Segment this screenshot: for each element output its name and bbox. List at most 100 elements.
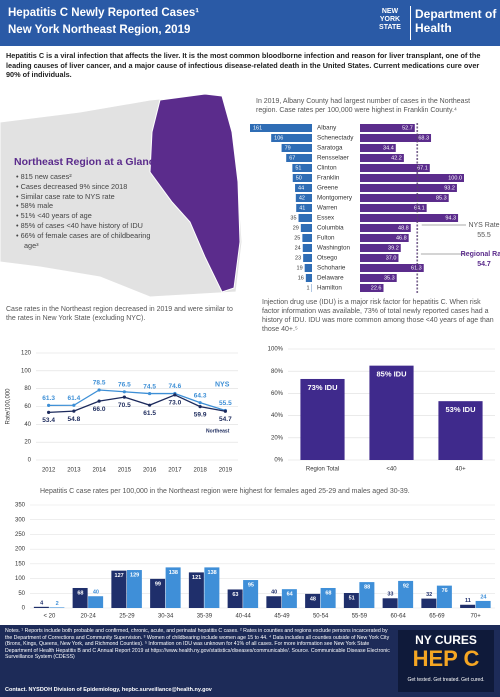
idu-chart: 0% 20% 40% 60% 80% 100% 73% IDU Region Total 85%… — [268, 347, 495, 473]
bar — [421, 598, 437, 608]
logo-state: NEW YORK STATE — [379, 8, 401, 31]
x-tick-label: < 20 — [43, 614, 56, 620]
reference-label: NYS Rate — [468, 222, 499, 229]
county-name: Albany — [317, 125, 337, 132]
cures-logo — [398, 630, 494, 692]
county-name: Columbia — [317, 225, 344, 232]
county-name: Greene — [317, 185, 339, 192]
county-name: Montgomery — [317, 195, 353, 202]
rate-label: 94.3 — [445, 215, 456, 221]
y-tick-label: 80 — [24, 386, 31, 392]
value-label: 85% IDU — [376, 370, 406, 379]
county-name: Delaware — [317, 275, 344, 282]
value-label: 74.6 — [169, 383, 182, 390]
bar — [204, 567, 220, 608]
reference-value: 54.7 — [477, 261, 491, 268]
county-chart: 161 Albany 52.7 106 Schenectady 68.3 79 Saratog… — [250, 123, 500, 293]
value-label: 66.0 — [93, 406, 106, 413]
county-name: Rensselaer — [317, 155, 349, 162]
bar — [72, 587, 88, 608]
count-label: 41 — [299, 205, 305, 211]
rate-bar — [360, 234, 409, 242]
bar — [305, 593, 321, 608]
y-tick-label: 60 — [24, 404, 31, 410]
value-label: 55.5 — [219, 400, 232, 407]
bar — [266, 596, 282, 608]
point — [122, 390, 126, 394]
logo-dept: Department of Health — [415, 7, 497, 35]
glance-item: • 51% <40 years of age — [16, 211, 92, 221]
x-tick-label: 2013 — [67, 468, 81, 474]
value-label: 88 — [364, 585, 370, 591]
rate-label: 48.8 — [398, 225, 409, 231]
count-bar — [250, 124, 312, 132]
bar — [382, 598, 398, 608]
value-label: 73% IDU — [307, 383, 337, 392]
count-label: 79 — [285, 145, 291, 151]
rate-bar — [360, 254, 399, 262]
count-label: 44 — [298, 185, 304, 191]
count-bar — [286, 154, 312, 162]
county-name: Hamilton — [317, 285, 342, 292]
rate-label: 52.7 — [402, 125, 413, 131]
x-tick-label: 2018 — [193, 468, 207, 474]
value-label: 64 — [287, 592, 294, 598]
y-tick-label: 300 — [15, 517, 26, 523]
y-tick-label: 120 — [21, 351, 32, 357]
x-tick-label: Region Total — [306, 467, 339, 473]
value-label: 61.3 — [42, 395, 55, 402]
age-caption: Hepatitis C case rates per 100,000 in th… — [40, 488, 410, 495]
logo-divider — [410, 6, 411, 40]
value-label: 129 — [130, 572, 139, 578]
count-bar — [303, 254, 312, 262]
y-tick-label: 100% — [268, 347, 284, 353]
y-tick-label: 250 — [15, 532, 26, 538]
x-tick-label: 2017 — [168, 468, 182, 474]
rate-bar — [360, 174, 464, 182]
glance-list: • 815 new cases² • Cases decreased 9% sin… — [16, 172, 156, 250]
footer-notes: Notes. ¹ Reports include both probable a… — [5, 628, 390, 661]
glance-item: • 85% of cases <40 have history of IDU — [16, 220, 143, 230]
bar — [111, 570, 127, 608]
bar — [243, 580, 259, 608]
bar — [150, 578, 166, 608]
y-tick-label: 200 — [15, 547, 26, 553]
count-bar — [298, 214, 312, 222]
point — [198, 404, 202, 409]
value-label: 63 — [232, 592, 238, 598]
glance-item: • 815 new cases² — [16, 172, 72, 181]
y-tick-label: 0 — [22, 606, 26, 612]
bar — [436, 585, 452, 608]
point — [148, 391, 152, 396]
header — [0, 0, 500, 46]
y-tick-label: 60% — [271, 391, 284, 397]
value-label: 138 — [169, 570, 178, 576]
count-label: 35 — [290, 215, 296, 221]
x-tick-label: <40 — [386, 467, 397, 473]
rate-bar — [360, 244, 401, 252]
count-label: 50 — [296, 175, 302, 181]
rate-label: 100.0 — [448, 175, 462, 181]
value-label: 121 — [192, 575, 201, 581]
x-tick-label: 40-44 — [235, 614, 251, 620]
value-label: 61.4 — [68, 395, 81, 402]
rate-bar — [360, 214, 459, 222]
x-tick-label: 30-34 — [158, 614, 174, 620]
count-label: 19 — [297, 265, 303, 271]
value-label: 54.7 — [219, 416, 232, 423]
count-label: 16 — [298, 275, 304, 281]
value-label: 70.5 — [118, 402, 131, 409]
point — [223, 409, 227, 413]
x-tick-label: 2015 — [118, 468, 132, 474]
rate-label: 85.3 — [436, 195, 447, 201]
y-tick-label: 100 — [21, 368, 32, 374]
glance-title: Northeast Region at a Glance — [14, 156, 161, 168]
rate-bar — [360, 194, 449, 202]
idu-caption: Injection drug use (IDU) is a major risk… — [262, 299, 494, 333]
value-label: 76.5 — [118, 382, 131, 389]
glance-item: • Similar case rate to NYS rate — [16, 191, 115, 201]
rate-label: 42.2 — [391, 155, 402, 161]
rate-bar — [360, 184, 457, 192]
point — [47, 410, 51, 414]
